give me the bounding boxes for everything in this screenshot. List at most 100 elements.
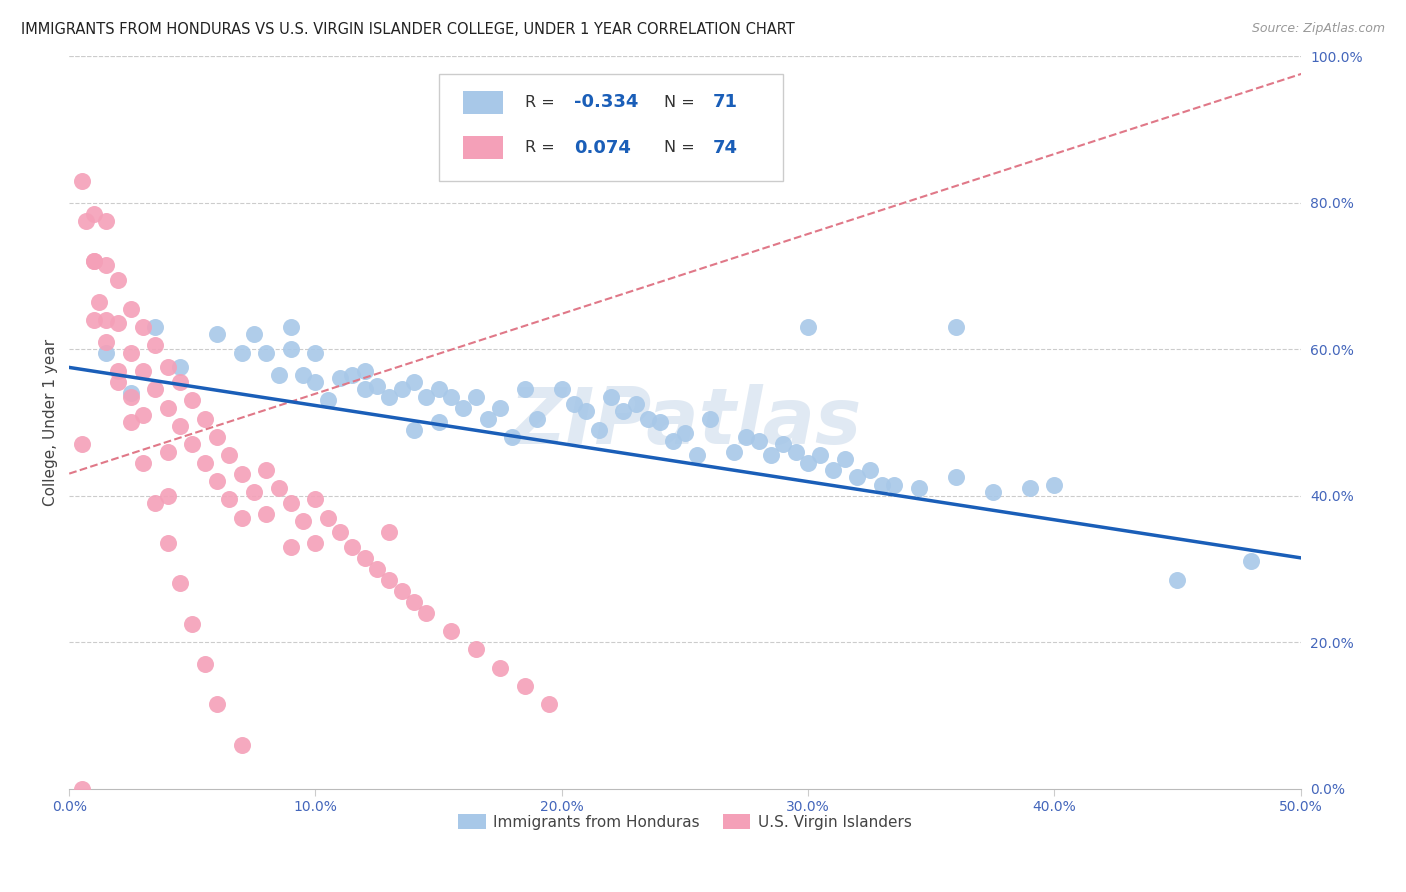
Text: Source: ZipAtlas.com: Source: ZipAtlas.com	[1251, 22, 1385, 36]
Point	[489, 401, 512, 415]
Point	[353, 383, 375, 397]
Point	[280, 496, 302, 510]
Point	[181, 393, 204, 408]
Point	[673, 426, 696, 441]
Point	[1043, 477, 1066, 491]
Point	[304, 375, 326, 389]
Point	[145, 320, 167, 334]
Point	[107, 272, 129, 286]
Point	[834, 452, 856, 467]
Point	[353, 364, 375, 378]
Point	[156, 360, 179, 375]
Point	[402, 595, 425, 609]
Point	[156, 536, 179, 550]
Point	[107, 375, 129, 389]
Point	[96, 313, 118, 327]
Point	[169, 360, 191, 375]
Point	[304, 536, 326, 550]
Point	[415, 606, 437, 620]
Point	[1166, 573, 1188, 587]
Point	[107, 317, 129, 331]
Point	[83, 207, 105, 221]
Point	[342, 368, 364, 382]
Point	[391, 383, 413, 397]
Point	[870, 477, 893, 491]
Point	[883, 477, 905, 491]
Point	[415, 390, 437, 404]
Point	[748, 434, 770, 448]
Point	[489, 661, 512, 675]
Point	[797, 456, 820, 470]
Point	[502, 430, 524, 444]
Point	[231, 467, 253, 481]
Point	[772, 437, 794, 451]
Point	[132, 408, 155, 422]
Point	[440, 390, 463, 404]
Point	[120, 301, 142, 316]
Point	[83, 254, 105, 268]
Point	[699, 411, 721, 425]
FancyBboxPatch shape	[439, 75, 783, 181]
Point	[624, 397, 647, 411]
Text: R =: R =	[524, 95, 560, 110]
Point	[70, 437, 93, 451]
Point	[205, 698, 228, 712]
Point	[846, 470, 869, 484]
Point	[280, 540, 302, 554]
Point	[205, 474, 228, 488]
Legend: Immigrants from Honduras, U.S. Virgin Islanders: Immigrants from Honduras, U.S. Virgin Is…	[451, 807, 918, 836]
Point	[169, 375, 191, 389]
Point	[908, 481, 931, 495]
Point	[353, 550, 375, 565]
Point	[145, 338, 167, 352]
Point	[169, 419, 191, 434]
Point	[575, 404, 598, 418]
Point	[194, 657, 217, 671]
Point	[83, 254, 105, 268]
Point	[231, 345, 253, 359]
Point	[243, 484, 266, 499]
Point	[427, 415, 450, 429]
Point	[366, 378, 388, 392]
Point	[366, 562, 388, 576]
FancyBboxPatch shape	[463, 91, 503, 114]
Point	[96, 258, 118, 272]
Point	[1240, 554, 1263, 568]
Point	[808, 448, 831, 462]
Point	[562, 397, 585, 411]
Point	[342, 540, 364, 554]
Point	[650, 415, 672, 429]
Point	[427, 383, 450, 397]
Point	[391, 583, 413, 598]
Point	[120, 415, 142, 429]
Point	[304, 492, 326, 507]
Point	[70, 174, 93, 188]
Point	[329, 525, 352, 540]
Point	[464, 390, 486, 404]
Point	[378, 573, 401, 587]
Point	[378, 390, 401, 404]
Point	[120, 390, 142, 404]
Point	[378, 525, 401, 540]
Point	[797, 320, 820, 334]
Point	[194, 411, 217, 425]
Point	[612, 404, 634, 418]
Point	[329, 371, 352, 385]
Point	[600, 390, 623, 404]
Point	[76, 214, 98, 228]
Point	[513, 679, 536, 693]
Point	[402, 423, 425, 437]
Point	[945, 470, 967, 484]
Point	[477, 411, 499, 425]
Point	[181, 616, 204, 631]
Point	[686, 448, 709, 462]
Point	[267, 481, 290, 495]
Point	[464, 642, 486, 657]
Point	[440, 624, 463, 638]
Text: N =: N =	[664, 95, 700, 110]
Point	[145, 383, 167, 397]
Point	[194, 456, 217, 470]
FancyBboxPatch shape	[463, 136, 503, 160]
Text: N =: N =	[664, 140, 700, 155]
Point	[588, 423, 610, 437]
